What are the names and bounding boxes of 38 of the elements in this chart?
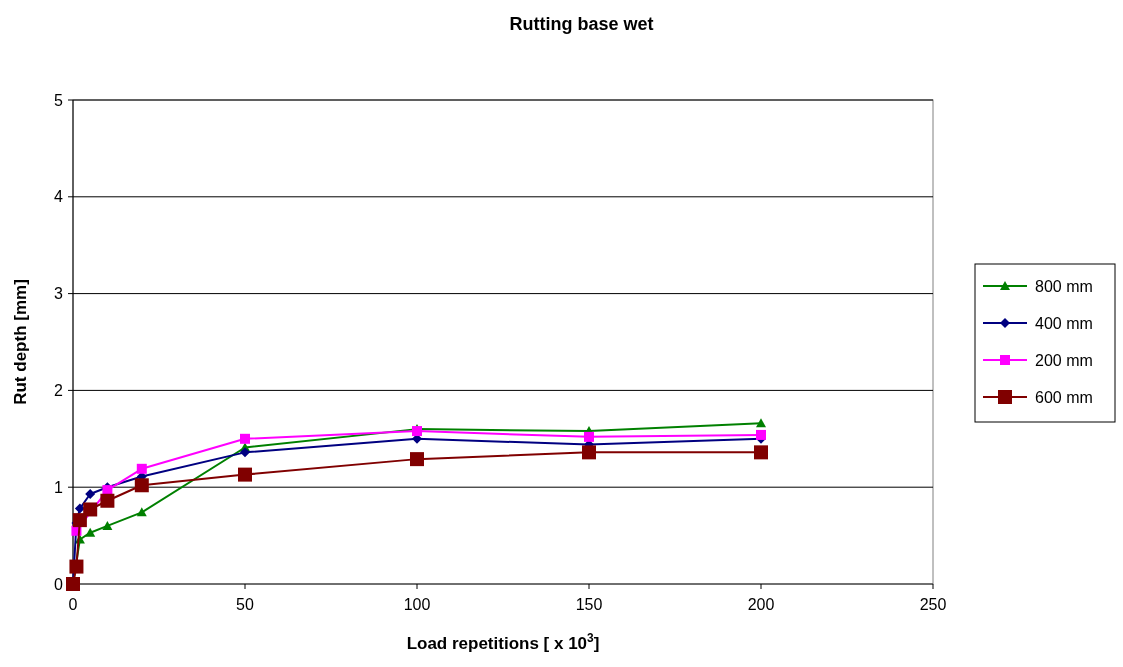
x-tick-label: 200 [747, 596, 775, 613]
y-tick-label: 1 [54, 478, 64, 496]
point [238, 467, 252, 482]
point [83, 502, 98, 517]
point [85, 488, 96, 499]
legend-label: 600 mm [1035, 388, 1093, 406]
y-tick-label: 4 [54, 188, 64, 206]
x-tick-label: 150 [575, 596, 603, 613]
x-tick-label: 0 [68, 596, 78, 613]
legend-label: 200 mm [1035, 351, 1093, 369]
x-tick-label: 100 [403, 596, 431, 613]
point [74, 503, 85, 514]
point [410, 452, 424, 467]
point [134, 478, 149, 493]
point [584, 431, 594, 442]
point [756, 429, 766, 440]
x-axis-title: Load repetitions [ x 10$^{3}$] [406, 631, 600, 653]
point [582, 445, 596, 460]
x-tick-label: 250 [919, 596, 947, 613]
legend-label: 400 mm [1035, 314, 1093, 332]
point [85, 527, 96, 537]
point [756, 418, 766, 428]
legend-label: 800 mm [1035, 277, 1093, 295]
point [240, 433, 250, 444]
chart-title: Rutting base wet [509, 14, 654, 34]
point [100, 493, 115, 508]
point [69, 559, 84, 574]
y-tick-label: 0 [54, 575, 64, 593]
point [240, 447, 250, 458]
y-tick-label: 2 [54, 382, 64, 399]
point [136, 463, 147, 474]
point [102, 520, 113, 530]
x-tick-label: 50 [236, 596, 254, 613]
point [136, 507, 147, 517]
point [754, 445, 768, 460]
y-tick-label: 3 [54, 285, 64, 303]
y-axis-title: Rut depth [mm] [11, 279, 30, 405]
y-tick-label: 5 [54, 91, 64, 109]
